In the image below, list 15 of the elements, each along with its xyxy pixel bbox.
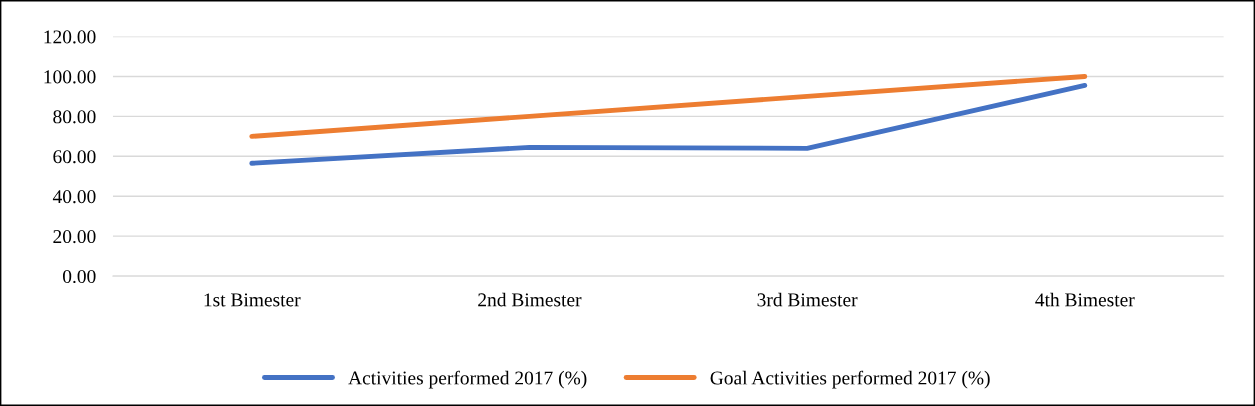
line-series bbox=[249, 74, 1088, 139]
y-tick-label: 80.00 bbox=[53, 110, 96, 124]
legend-label: Activities performed 2017 (%) bbox=[348, 370, 587, 389]
legend-label: Goal Activities performed 2017 (%) bbox=[710, 370, 990, 389]
y-tick-label: 60.00 bbox=[53, 150, 96, 164]
y-tick-label: 100.00 bbox=[44, 70, 96, 84]
y-tick-label: 40.00 bbox=[52, 190, 96, 204]
y-tick-label: 120.00 bbox=[44, 30, 96, 44]
x-tick-label: 1st Bimester bbox=[204, 293, 301, 307]
y-tick-label: 20.00 bbox=[53, 229, 96, 244]
line-series bbox=[249, 83, 1088, 166]
x-tick-label: 2nd Bimester bbox=[478, 292, 582, 307]
y-tick-label: 0.00 bbox=[63, 269, 96, 284]
x-tick-label: 4th Bimester bbox=[1035, 292, 1135, 307]
x-tick-label: 3rd Bimester bbox=[757, 292, 858, 307]
